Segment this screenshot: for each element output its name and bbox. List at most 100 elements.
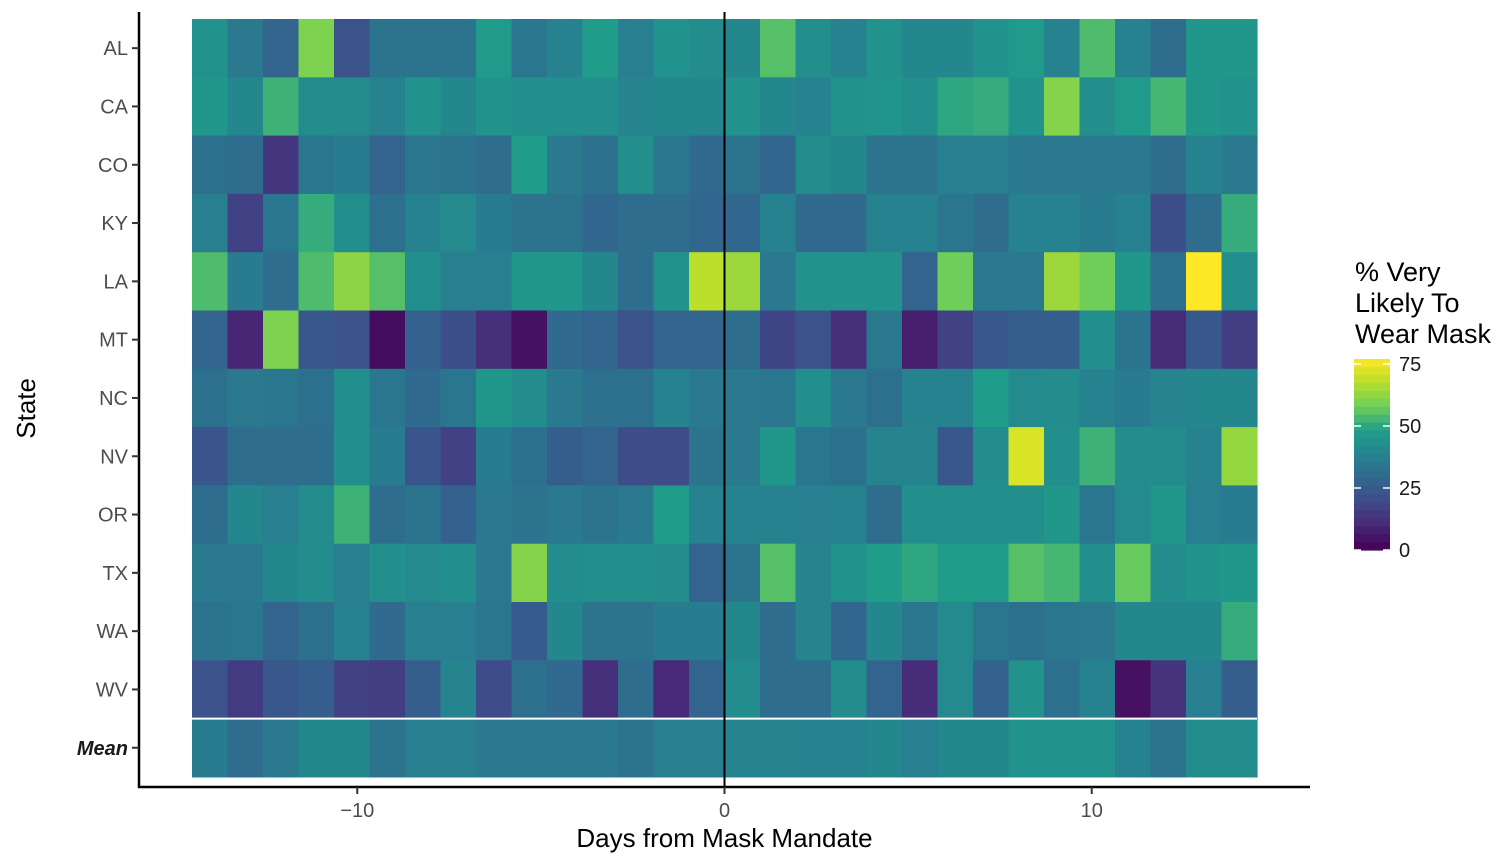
heatmap-cell [440, 310, 477, 370]
heatmap-cell [1008, 77, 1045, 137]
heatmap-cell [1115, 368, 1152, 428]
heatmap-cell [618, 427, 655, 486]
heatmap-cell [760, 252, 797, 312]
heatmap-cell [689, 660, 726, 720]
heatmap-cell [511, 310, 548, 370]
heatmap-cell [831, 368, 868, 428]
heatmap-cell [795, 718, 832, 778]
heatmap-cell [298, 19, 335, 78]
heatmap-cell [760, 135, 797, 195]
heatmap-cell [547, 193, 584, 253]
heatmap-cell [582, 310, 619, 370]
heatmap-cell [1150, 77, 1187, 137]
heatmap-cell [1008, 543, 1045, 603]
heatmap-cell [724, 193, 761, 253]
legend-color-segment [1354, 446, 1390, 456]
heatmap-cell [866, 602, 903, 661]
heatmap-cell [866, 252, 903, 312]
heatmap-cell [866, 718, 903, 778]
heatmap-cell [937, 660, 974, 720]
heatmap-cell [973, 368, 1010, 428]
heatmap-cell [1044, 135, 1081, 195]
heatmap-cell [795, 19, 832, 78]
heatmap-cell [1186, 19, 1223, 78]
heatmap-cell [724, 368, 761, 428]
heatmap-cell [689, 193, 726, 253]
heatmap-cell [192, 602, 229, 661]
legend-color-segment [1354, 406, 1390, 416]
heatmap-cell [902, 310, 939, 370]
heatmap-cell [618, 310, 655, 370]
heatmap-cell [760, 19, 797, 78]
heatmap-cell [689, 77, 726, 137]
heatmap-cell [263, 193, 300, 253]
heatmap-cell [902, 602, 939, 661]
heatmap-cell [902, 368, 939, 428]
heatmap-cell [369, 543, 406, 603]
heatmap-cell [440, 19, 477, 78]
heatmap-cell [1044, 252, 1081, 312]
heatmap-cell [866, 660, 903, 720]
heatmap-cell [405, 193, 442, 253]
heatmap-cell [227, 427, 264, 486]
legend-tick-label: 25 [1399, 478, 1421, 500]
heatmap-cell [973, 660, 1010, 720]
legend-color-segment [1354, 486, 1390, 495]
heatmap-cell [795, 660, 832, 720]
heatmap-cell [405, 427, 442, 486]
heatmap-cell [902, 193, 939, 253]
heatmap-cell [547, 77, 584, 137]
heatmap-cell [582, 77, 619, 137]
heatmap-cell [405, 135, 442, 195]
legend-color-segment [1354, 414, 1390, 424]
heatmap-cell [547, 19, 584, 78]
heatmap-cell [1115, 252, 1152, 312]
heatmap-cell [1150, 252, 1187, 312]
heatmap-cell [369, 252, 406, 312]
heatmap-cell [1150, 602, 1187, 661]
heatmap-cell [511, 193, 548, 253]
heatmap-cell [760, 368, 797, 428]
heatmap-cell [618, 543, 655, 603]
heatmap-cell [902, 77, 939, 137]
heatmap-cell [582, 19, 619, 78]
heatmap-cell [653, 602, 690, 661]
heatmap-cell [1044, 602, 1081, 661]
heatmap-cell [334, 77, 371, 137]
heatmap-cell [263, 485, 300, 545]
heatmap-cell [263, 660, 300, 720]
heatmap-cell [1079, 718, 1116, 778]
heatmap-cell [795, 602, 832, 661]
heatmap-cell [369, 19, 406, 78]
heatmap-cell [937, 543, 974, 603]
y-tick-label: KY [101, 213, 128, 235]
heatmap-cell [405, 77, 442, 137]
heatmap-cell [653, 427, 690, 486]
heatmap-cell [1044, 193, 1081, 253]
heatmap-cell [902, 485, 939, 545]
heatmap-cell [937, 427, 974, 486]
heatmap-cell [1221, 718, 1258, 778]
heatmap-cell [795, 543, 832, 603]
legend-color-segment [1354, 518, 1390, 527]
heatmap-cell [618, 77, 655, 137]
heatmap-cell [192, 543, 229, 603]
color-legend: % Very Likely To Wear Mask 0 25 50 75 [1354, 257, 1492, 562]
heatmap-cell [653, 193, 690, 253]
heatmap-cell [298, 602, 335, 661]
legend-tick-label: 0 [1399, 540, 1410, 562]
heatmap-cell [476, 368, 513, 428]
heatmap-cell [937, 19, 974, 78]
heatmap-cell [1186, 660, 1223, 720]
heatmap-cell [1221, 135, 1258, 195]
heatmap-cell [1186, 252, 1223, 312]
heatmap-cell [476, 660, 513, 720]
heatmap-cell [937, 310, 974, 370]
heatmap-cell [1044, 718, 1081, 778]
heatmap-cell [334, 252, 371, 312]
y-tick-label: NC [99, 388, 128, 410]
heatmap-cell [298, 77, 335, 137]
heatmap-cell [1079, 602, 1116, 661]
heatmap-cell [511, 19, 548, 78]
heatmap-cell [724, 310, 761, 370]
